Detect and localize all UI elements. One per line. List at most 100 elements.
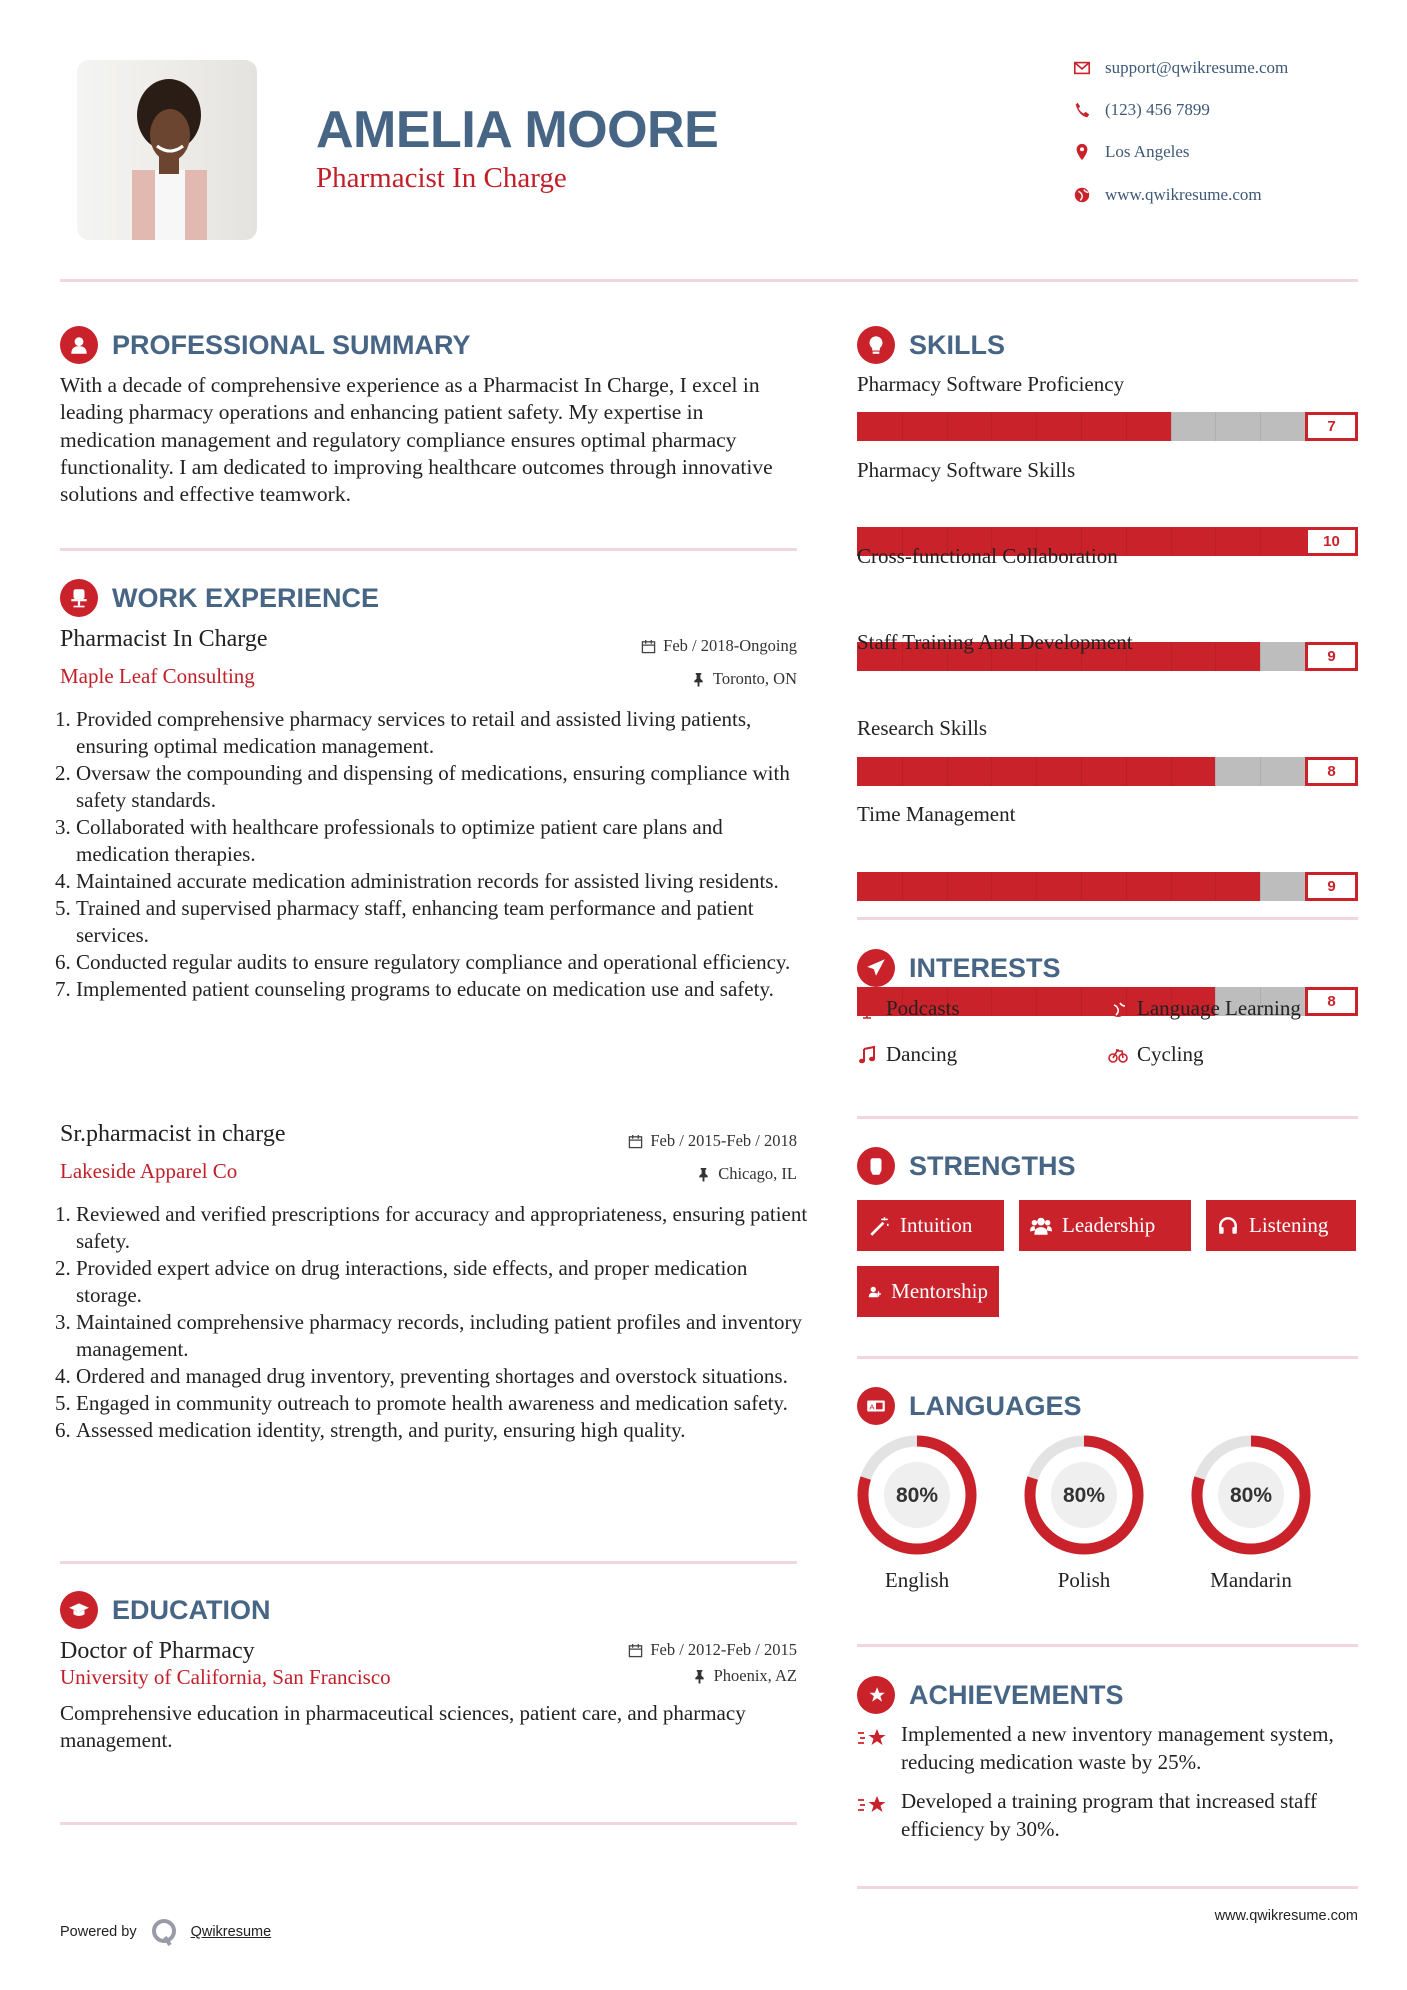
company-name: Maple Leaf Consulting (60, 664, 255, 688)
header-divider (60, 279, 1358, 282)
contact-location-text: Los Angeles (1105, 142, 1190, 161)
strength-label: Mentorship (891, 1279, 988, 1303)
bicycle-icon (1108, 1048, 1128, 1063)
skill-bar-segment (1170, 412, 1172, 441)
skill-name: Cross-functional Collaboration (857, 544, 1118, 568)
job-title: Sr.pharmacist in charge (60, 1121, 286, 1147)
bullet-item: Oversaw the compounding and dispensing o… (76, 760, 814, 814)
bullet-item: Trained and supervised pharmacy staff, e… (76, 895, 814, 949)
skill-score: 8 (1305, 757, 1358, 786)
interest-label: Podcasts (886, 996, 960, 1020)
job-location-text: Chicago, IL (718, 1164, 797, 1183)
skill-score: 7 (1305, 412, 1358, 441)
languages-heading-text: LANGUAGES (909, 1390, 1082, 1421)
map-pin-icon (1076, 143, 1088, 161)
experience-heading: WORK EXPERIENCE (60, 579, 379, 617)
skill-bar-segment (1215, 412, 1217, 441)
music-note-icon (859, 1045, 875, 1063)
skill-bar-fill (857, 757, 1216, 786)
skill-bar-segment (946, 757, 948, 786)
skill-bar-segment (1036, 987, 1038, 1016)
headphones-icon (1219, 1216, 1237, 1234)
job-location: Toronto, ON (691, 669, 797, 689)
user-icon (60, 326, 98, 364)
job-location-text: Toronto, ON (712, 669, 797, 688)
skill-bar-fill (857, 412, 1171, 441)
skill-bar-segment (1125, 527, 1127, 556)
svg-text:A: A (869, 1402, 875, 1411)
section-divider (60, 1561, 797, 1564)
skill-bar-segment (1081, 642, 1082, 671)
skills-heading-text: SKILLS (909, 329, 1006, 360)
contact-email[interactable]: support@qwikresume.com (1073, 58, 1288, 78)
job-dates-text: Feb / 2015-Feb / 2018 (650, 1131, 797, 1150)
envelope-icon (1073, 61, 1091, 75)
skill-list: Pharmacy Software Proficiency 7 Pharmacy S… (0, 0, 1407, 1016)
skill-bar-segment (901, 642, 903, 671)
section-divider (857, 917, 1358, 920)
skill-bar-segment (991, 412, 993, 441)
language-name: English (884, 1568, 950, 1592)
interest-label: Dancing (886, 1042, 958, 1066)
skill-bar-segment (946, 642, 948, 671)
education-dates: Feb / 2012-Feb / 2015 (628, 1640, 797, 1660)
job-title: Pharmacist In Charge (60, 626, 268, 652)
strength-tag: Leadership (1019, 1200, 1191, 1251)
paper-plane-icon (857, 949, 895, 987)
section-divider (857, 1356, 1358, 1359)
job-bullets: Provided comprehensive pharmacy services… (57, 706, 814, 1003)
interest-item: Podcasts (857, 996, 960, 1021)
skill-bar-segment (946, 412, 948, 441)
skill-bar-segment (1260, 987, 1262, 1016)
skill-bar-segment (1260, 527, 1262, 556)
pushpin-icon (694, 672, 703, 687)
magic-wand-icon (870, 1216, 889, 1236)
achievement-text: Developed a training program that increa… (901, 1789, 1317, 1841)
contact-website[interactable]: www.qwikresume.com (1073, 185, 1262, 205)
section-divider (60, 548, 797, 551)
skill-bar: 9 (857, 642, 1358, 671)
bullet-item: Provided comprehensive pharmacy services… (76, 706, 814, 760)
skill-score: 8 (1305, 987, 1358, 1016)
qwikresume-link[interactable]: Qwikresume (190, 1924, 272, 1940)
contact-phone[interactable]: (123) 456 7899 (1073, 100, 1210, 120)
donut-center (1051, 1462, 1117, 1528)
contact-website-text: www.qwikresume.com (1105, 185, 1262, 204)
strength-label: Intuition (900, 1213, 973, 1237)
calendar-icon (629, 1134, 643, 1148)
skill-bar-segment (1260, 642, 1262, 671)
skill-bar-segment (1081, 527, 1082, 556)
candidate-title: Pharmacist In Charge (316, 162, 567, 194)
education-description: Comprehensive education in pharmaceutica… (60, 1701, 746, 1753)
skill-bar-segment (991, 987, 993, 1016)
skill-bar: 8 (857, 757, 1358, 786)
globe-icon (1074, 187, 1090, 203)
degree: Doctor of Pharmacy (60, 1638, 255, 1664)
qwikresume-logo-icon (151, 1919, 176, 1947)
job-location: Chicago, IL (696, 1164, 797, 1184)
experience-heading-text: WORK EXPERIENCE (112, 582, 380, 613)
graduation-cap-icon (60, 1591, 98, 1629)
skill-name: Pharmacy Software Skills (857, 458, 1076, 482)
education-dates-text: Feb / 2012-Feb / 2015 (650, 1640, 797, 1659)
skill-bar-segment (1260, 872, 1262, 901)
achievements-heading: ACHIEVEMENTS (857, 1676, 1124, 1714)
skill-bar-segment (1170, 872, 1172, 901)
language-percent: 80% (1063, 1484, 1105, 1507)
skill-bar-segment (1170, 527, 1172, 556)
interests-heading: INTERESTS (857, 949, 1061, 987)
skill-bar-segment (1170, 757, 1172, 786)
shooting-star-icon (858, 1729, 886, 1745)
strength-tag: Listening (1206, 1200, 1356, 1251)
star-icon (857, 1676, 895, 1714)
footer-website[interactable]: www.qwikresume.com (1214, 1908, 1358, 1924)
job-dates: Feb / 2018-Ongoing (641, 636, 797, 656)
donut-fill (1191, 1435, 1311, 1555)
donut-center (884, 1462, 950, 1528)
skill-name: Pharmacy Software Proficiency (857, 372, 1125, 396)
skill-bar-segment (1260, 412, 1262, 441)
languages-heading: A LANGUAGES (857, 1387, 1082, 1425)
bullet-item: Maintained comprehensive pharmacy record… (76, 1309, 814, 1363)
language-percent: 80% (1230, 1484, 1272, 1507)
skill-name: Staff Training And Development (857, 630, 1133, 654)
